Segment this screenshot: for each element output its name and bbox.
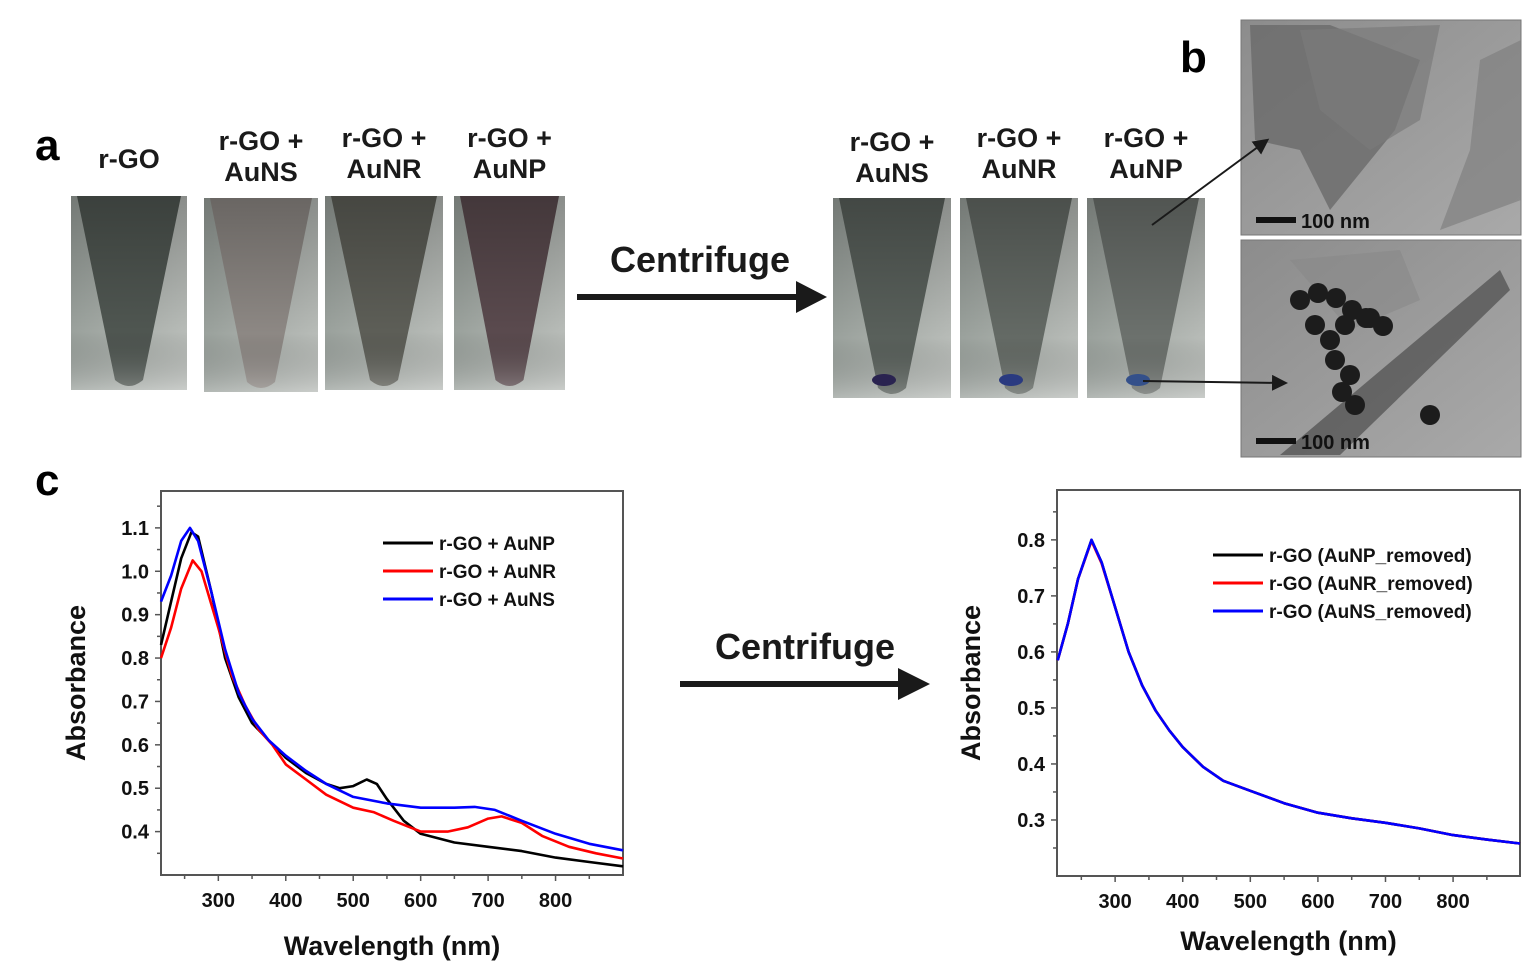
x-tick-label: 300 — [202, 890, 235, 912]
y-tick-label: 0.8 — [1017, 530, 1045, 552]
x-tick-label: 700 — [1369, 891, 1402, 913]
pellet — [999, 374, 1023, 386]
panel-label-b: b — [1180, 33, 1207, 82]
centrifuge-arrow-top — [577, 281, 827, 313]
pointer-arrow-supernatant — [1151, 138, 1270, 226]
x-axis-label: Wavelength (nm) — [1180, 926, 1397, 956]
tube-label-line1: r-GO + — [467, 123, 552, 153]
nanoparticle — [1345, 395, 1365, 415]
tem-image-bottom: 100 nm — [1240, 239, 1522, 458]
y-tick-label: 1.0 — [121, 561, 149, 583]
tube-label-line2: AuNS — [855, 158, 929, 188]
nanoparticle — [1340, 365, 1360, 385]
x-tick-label: 600 — [404, 890, 437, 912]
tube-label-line2: AuNS — [224, 157, 298, 187]
y-tick-label: 0.6 — [1017, 642, 1045, 664]
tube-photo — [833, 198, 951, 398]
y-tick-label: 0.4 — [121, 822, 150, 844]
pellet — [1126, 374, 1150, 386]
scale-bar-bottom: 100 nm — [1301, 432, 1370, 454]
plot-frame — [1056, 489, 1521, 877]
x-tick-label: 400 — [1166, 891, 1199, 913]
x-tick-label: 600 — [1301, 891, 1334, 913]
chart-absorbance-after: 300 400 500 600 700 800 0.3 0.4 0.5 0.6 0.7 0.8 Wave… — [956, 489, 1521, 956]
tube-label-line1: r-GO + — [342, 123, 427, 153]
y-tick-label: 0.7 — [121, 691, 149, 713]
tube-photo — [960, 198, 1078, 398]
centrifuge-label-top: Centrifuge — [610, 239, 790, 280]
y-tick-label: 0.7 — [1017, 586, 1045, 608]
y-tick-label: 0.6 — [121, 735, 149, 757]
nanoparticle — [1360, 308, 1380, 328]
nanoparticle — [1335, 315, 1355, 335]
legend-label: r-GO + AuNS — [439, 590, 555, 611]
nanoparticle — [1332, 382, 1352, 402]
tube-photo — [325, 196, 443, 390]
panel-label-a: a — [35, 121, 60, 170]
pellet — [872, 374, 896, 386]
x-tick-label: 500 — [1234, 891, 1267, 913]
nanoparticle — [1290, 290, 1310, 310]
series-line-1 — [159, 559, 624, 860]
nanoparticle — [1326, 288, 1346, 308]
centrifuge-arrow-bottom — [680, 668, 930, 700]
y-tick-label: 0.9 — [121, 605, 149, 627]
nanoparticle — [1320, 330, 1340, 350]
y-tick-label: 0.5 — [1017, 698, 1045, 720]
tube-photo — [454, 196, 565, 390]
series-line-2 — [1056, 538, 1521, 845]
tube-label-line2: AuNR — [982, 154, 1057, 184]
scale-bar-top: 100 nm — [1301, 211, 1370, 233]
centrifuge-label-bottom: Centrifuge — [715, 626, 895, 667]
x-tick-label: 800 — [539, 890, 572, 912]
nanoparticle — [1308, 283, 1328, 303]
legend-label: r-GO + AuNR — [439, 562, 556, 583]
tube-photo — [71, 196, 187, 390]
tube-label-line1: r-GO — [98, 144, 160, 174]
x-tick-label: 400 — [269, 890, 302, 912]
legend-label: r-GO (AuNR_removed) — [1269, 574, 1473, 595]
tube-photo — [204, 198, 318, 392]
legend-label: r-GO (AuNP_removed) — [1269, 546, 1472, 567]
tem-image-top: 100 nm — [1240, 19, 1522, 236]
tube-photo — [1087, 198, 1205, 398]
tube-label-line1: r-GO + — [977, 123, 1062, 153]
y-tick-label: 0.8 — [121, 648, 149, 670]
y-tick-label: 0.4 — [1017, 754, 1046, 776]
legend-label: r-GO + AuNP — [439, 534, 555, 555]
pointer-arrow-pellet — [1142, 374, 1288, 391]
panel-label-c: c — [35, 456, 59, 505]
tube-label-line1: r-GO + — [219, 126, 304, 156]
gold-nanoparticles — [1290, 283, 1440, 425]
x-tick-label: 700 — [471, 890, 504, 912]
nanoparticle — [1325, 350, 1345, 370]
nanoparticle — [1420, 405, 1440, 425]
tube-label-line2: AuNP — [473, 154, 547, 184]
legend-label: r-GO (AuNS_removed) — [1269, 602, 1472, 623]
y-tick-label: 0.3 — [1017, 810, 1045, 832]
tube-label-line1: r-GO + — [850, 127, 935, 157]
plot-frame — [160, 490, 624, 876]
tube-label-line2: AuNR — [347, 154, 422, 184]
tube-label-line2: AuNP — [1109, 154, 1183, 184]
y-tick-label: 0.5 — [121, 778, 149, 800]
nanoparticle — [1305, 315, 1325, 335]
y-axis-label: Absorbance — [61, 605, 91, 761]
series-line-2 — [159, 526, 624, 852]
x-tick-label: 500 — [337, 890, 370, 912]
x-tick-label: 800 — [1436, 891, 1469, 913]
tube-label-line1: r-GO + — [1104, 123, 1189, 153]
chart-absorbance-before: 300 400 500 600 700 800 0.4 0.5 0.6 0.7 0.8 0.9 1.0 1… — [61, 490, 624, 961]
y-tick-label: 1.1 — [121, 518, 149, 540]
x-tick-label: 300 — [1098, 891, 1131, 913]
x-axis-label: Wavelength (nm) — [284, 931, 501, 961]
y-axis-label: Absorbance — [956, 605, 986, 761]
